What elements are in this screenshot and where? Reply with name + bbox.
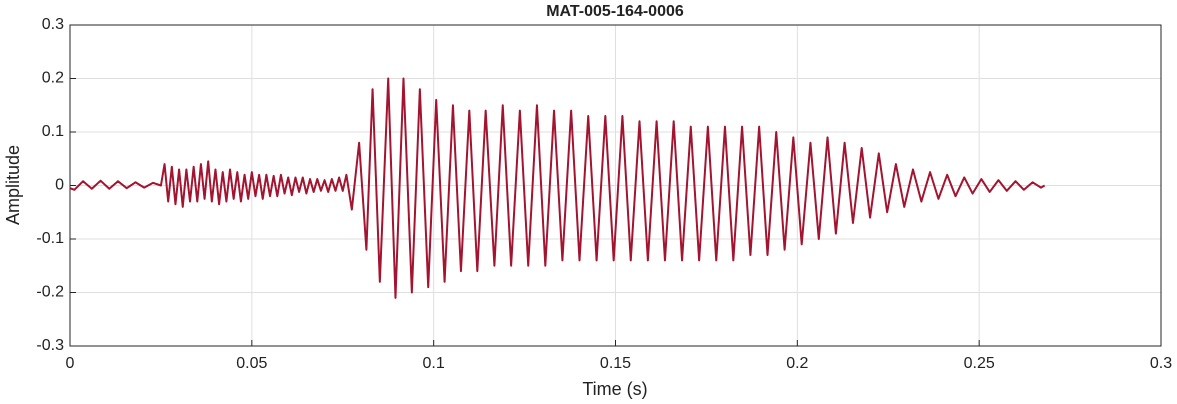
x-tick-label: 0.1	[423, 355, 445, 372]
x-tick-label: 0.25	[964, 355, 995, 372]
y-tick-label: -0.2	[36, 284, 64, 301]
chart-title: MAT-005-164-0006	[546, 3, 684, 20]
x-tick-label: 0.15	[600, 355, 631, 372]
x-axis-label: Time (s)	[582, 379, 647, 399]
y-tick-label: -0.1	[36, 230, 64, 247]
waveform-line	[69, 77, 1046, 299]
y-tick-label: 0.1	[42, 123, 64, 140]
x-tick-label: 0.05	[236, 355, 267, 372]
y-tick-label: -0.3	[36, 337, 64, 354]
plot-frame	[69, 24, 1162, 347]
y-axis-label: Amplitude	[3, 145, 23, 225]
y-tick-label: 0.3	[42, 16, 64, 33]
x-tick-label: 0	[66, 355, 75, 372]
x-tick-label: 0.3	[1150, 355, 1172, 372]
y-tick-label: 0	[55, 177, 64, 194]
x-tick-label: 0.2	[786, 355, 808, 372]
y-tick-label: 0.2	[42, 70, 64, 87]
